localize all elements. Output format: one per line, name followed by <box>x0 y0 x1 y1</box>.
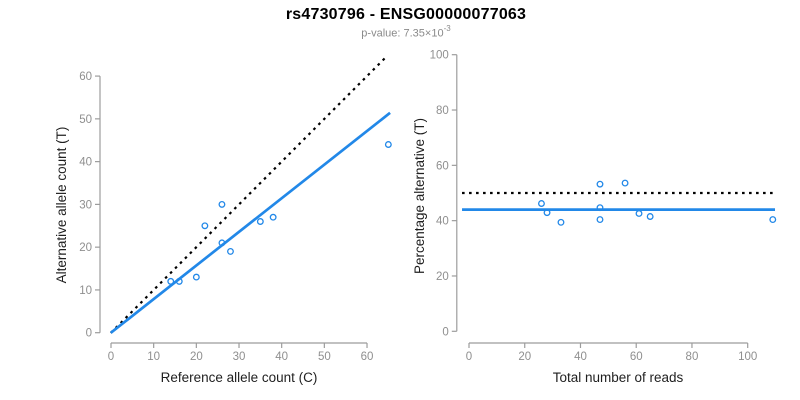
data-point <box>256 218 264 225</box>
y-tick-label: 60 <box>79 71 92 83</box>
x-tick-label: 0 <box>466 351 472 363</box>
data-point <box>227 247 234 255</box>
y-tick-label: 40 <box>79 157 92 169</box>
y-tick-label: 60 <box>436 160 449 172</box>
y-tick-label: 0 <box>442 326 448 338</box>
data-point <box>269 213 277 221</box>
x-tick-label: 60 <box>361 351 374 363</box>
pvalue-text: p-value: 7.35×10 <box>361 27 444 40</box>
left-scatter-plot: 0 10 20 30 40 50 60 0 10 20 30 40 50 60 <box>79 56 392 363</box>
x-tick-label: 60 <box>630 351 643 363</box>
x-tick-label: 80 <box>686 351 699 363</box>
data-point <box>646 213 654 220</box>
figure-title: rs4730796 - ENSG00000077063 <box>285 6 527 23</box>
y-tick-label: 20 <box>436 271 449 283</box>
y-tick-label: 80 <box>436 105 449 117</box>
data-point <box>543 209 551 217</box>
x-tick-label: 40 <box>275 351 288 363</box>
x-tick-label: 20 <box>518 351 531 363</box>
data-point <box>557 218 565 226</box>
right-scatter-plot: 0 20 40 60 80 100 0 20 40 60 80 100 <box>430 50 777 363</box>
data-point <box>192 273 200 281</box>
y-tick-label: 20 <box>79 242 92 254</box>
data-point <box>167 277 175 285</box>
data-point <box>596 180 604 188</box>
y-tick-label: 50 <box>79 114 92 126</box>
right-x-axis-title: Total number of reads <box>553 370 684 385</box>
x-tick-label: 0 <box>108 351 114 363</box>
data-point <box>218 200 226 208</box>
figure-subtitle: p-value: 7.35×10-3 <box>12 24 800 40</box>
x-tick-label: 10 <box>147 351 160 363</box>
x-tick-label: 30 <box>233 351 246 363</box>
x-tick-label: 20 <box>190 351 203 363</box>
fit-line <box>109 111 391 334</box>
x-tick-label: 40 <box>574 351 587 363</box>
y-tick-label: 100 <box>430 50 449 62</box>
data-point <box>769 216 777 224</box>
data-point <box>538 200 545 207</box>
y-tick-label: 0 <box>86 328 92 340</box>
data-point <box>596 216 604 224</box>
pvalue-exponent: -3 <box>443 24 451 33</box>
data-point <box>201 222 209 230</box>
left-y-axis-title: Alternative allele count (T) <box>54 127 69 284</box>
data-point <box>596 204 604 212</box>
data-point <box>621 179 629 187</box>
x-tick-label: 100 <box>738 351 757 363</box>
data-point <box>175 277 183 285</box>
identity-line <box>110 56 388 334</box>
left-x-axis-title: Reference allele count (C) <box>161 370 318 385</box>
right-y-axis-title: Percentage alternative (T) <box>412 118 427 274</box>
y-tick-label: 40 <box>436 216 449 228</box>
data-point <box>384 141 392 148</box>
y-tick-label: 30 <box>79 199 92 211</box>
data-point <box>635 210 643 217</box>
data-point <box>218 239 226 247</box>
x-tick-label: 50 <box>318 351 331 363</box>
y-tick-label: 10 <box>79 285 92 297</box>
